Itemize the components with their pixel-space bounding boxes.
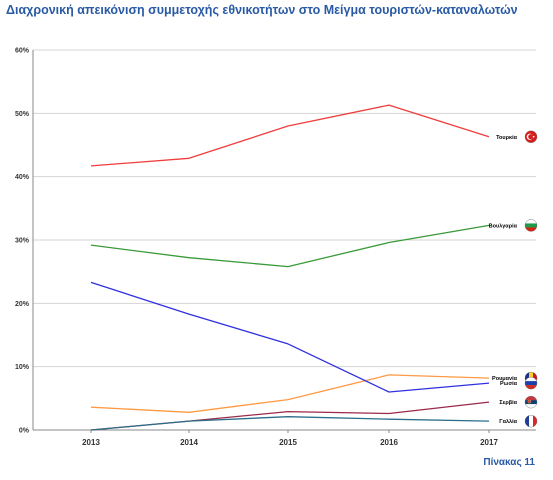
axes [32,50,536,431]
series-label: Ρουμανία [492,376,518,382]
series-line [90,224,490,268]
x-tick-label: 2015 [279,438,297,447]
russia-flag-icon [524,376,538,390]
y-tick-label: 60% [15,48,30,55]
x-tick-label: 2014 [180,438,198,447]
y-axis-ticks: 0% 10% 20% 30% 40% 50% 60% [15,48,30,435]
series-label: Βουλγαρία [489,223,518,229]
series-label: Σερβία [499,400,517,406]
table-caption: Πίνακας 11 [483,457,535,468]
series-line [90,104,490,167]
turkey-flag-icon [524,130,538,143]
x-tick-label: 2016 [380,438,398,447]
y-tick-label: 50% [15,111,30,118]
bulgaria-flag-icon [524,219,538,232]
y-tick-label: 10% [15,364,30,371]
serbia-flag-icon [524,395,538,409]
x-tick-label: 2017 [480,438,498,447]
series-line [90,281,490,393]
y-tick-label: 40% [15,174,30,181]
series-label: Ρωσία [500,381,518,387]
series-line [90,416,490,431]
y-tick-label: 20% [15,301,30,308]
series-lines [90,104,490,431]
x-axis-ticks: 2013 2014 2015 2016 2017 [82,430,498,447]
france-flag-icon [524,414,538,428]
y-tick-label: 0% [19,428,30,435]
series-label: Τουρκία [496,135,518,141]
series-line [90,401,490,431]
series-line [90,374,490,413]
series-label: Γαλλία [499,419,517,425]
chart-title: Διαχρονική απεικόνιση συμμετοχής εθνικοτ… [6,3,518,17]
y-tick-label: 30% [15,238,30,245]
grid-lines [33,49,536,368]
x-tick-label: 2013 [82,438,100,447]
